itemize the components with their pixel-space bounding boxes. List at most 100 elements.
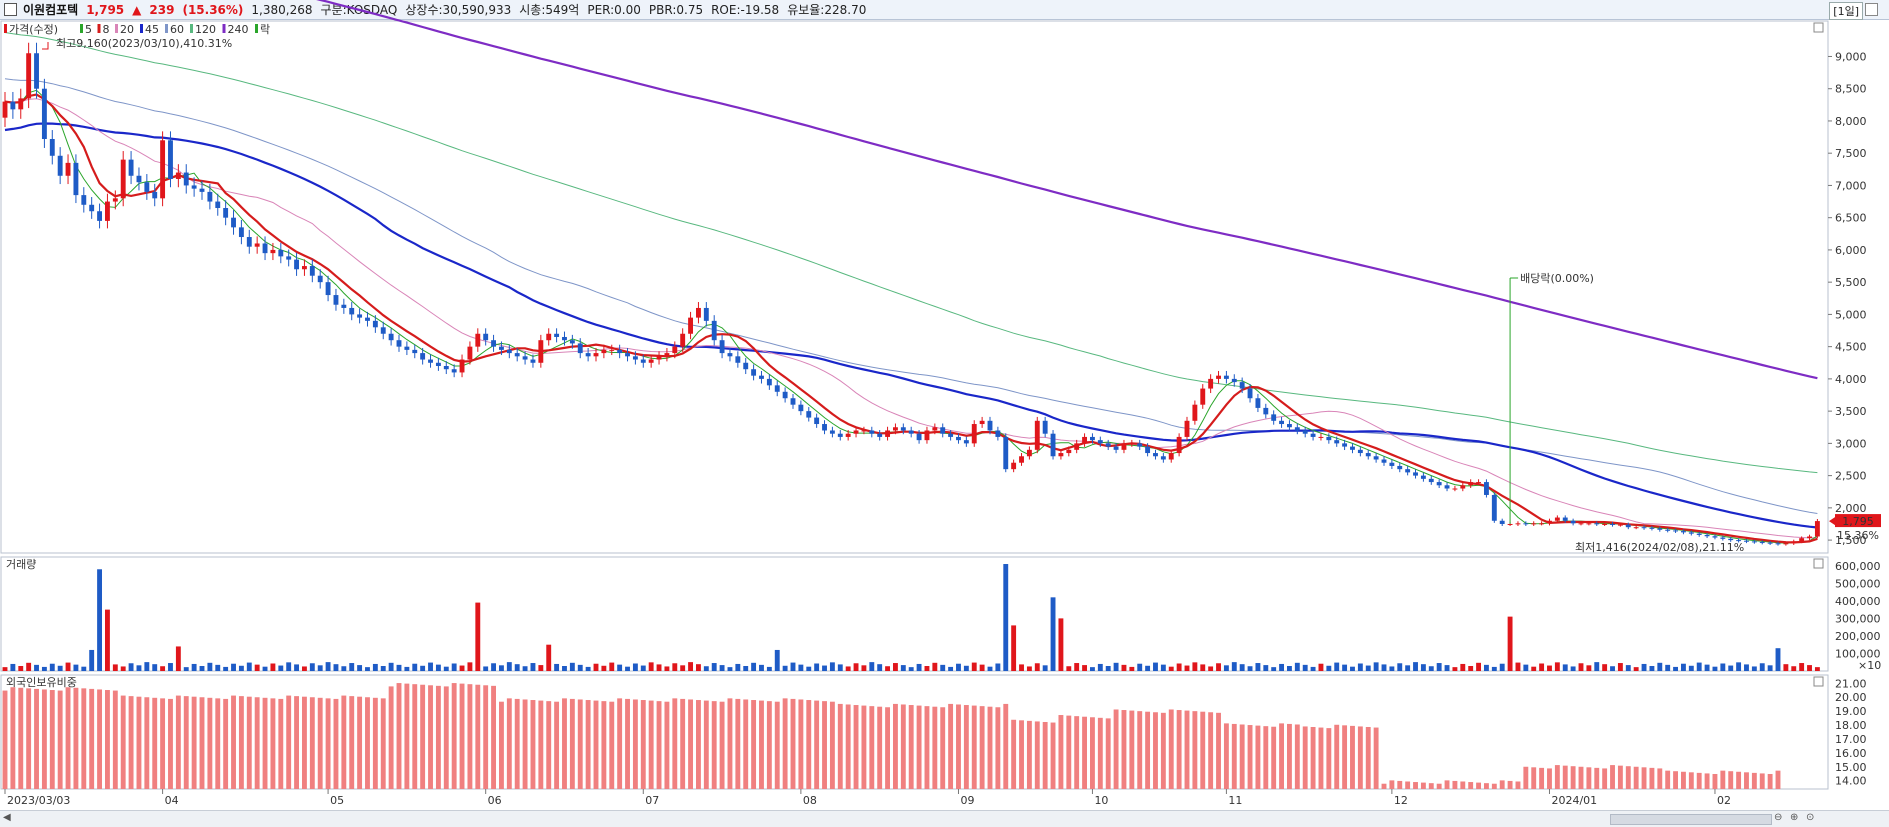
foreign-bar: [199, 697, 205, 789]
candle-body: [388, 333, 394, 341]
foreign-bar: [892, 703, 898, 789]
period-button[interactable]: [1일]: [1829, 2, 1863, 20]
volume-bar: [1460, 663, 1466, 671]
foreign-bar: [1326, 728, 1332, 789]
volume-bar: [1105, 666, 1111, 671]
foreign-bar: [435, 685, 441, 789]
xtick-label: 10: [1094, 794, 1108, 807]
candle-body: [1578, 523, 1584, 525]
volume-bar: [357, 665, 363, 671]
foreign-bar: [1208, 712, 1214, 789]
volume-bar: [916, 663, 922, 671]
zoom-reset-icon[interactable]: ⊙: [1806, 812, 1815, 823]
volume-bar: [49, 663, 55, 671]
ex-dividend-annotation: 배당락(0.00%): [1520, 272, 1594, 285]
volume-bar: [1357, 663, 1363, 671]
foreign-bar: [254, 697, 260, 789]
foreign-bar: [1428, 783, 1434, 789]
candle-body: [2, 101, 8, 118]
volume-ytick-label: 200,000: [1835, 630, 1881, 643]
candle-body: [1271, 414, 1277, 421]
volume-bar: [1058, 618, 1064, 671]
candle-body: [1239, 382, 1245, 389]
select-checkbox[interactable]: [4, 3, 17, 16]
volume-bar: [829, 662, 835, 671]
volume-bar: [640, 665, 646, 671]
price-change-pct: (15.36%): [182, 2, 244, 17]
candle-body: [412, 349, 418, 354]
foreign-bar: [672, 698, 678, 789]
foreign-bar: [1728, 771, 1734, 789]
volume-bar: [703, 666, 709, 671]
foreign-bar: [837, 703, 843, 789]
candle-body: [1176, 436, 1182, 454]
foreign-bar: [475, 684, 481, 789]
foreign-bar: [223, 698, 229, 789]
volume-bar: [1042, 665, 1048, 671]
maximize-icon[interactable]: [1865, 3, 1878, 16]
zoom-in-icon[interactable]: ⊕: [1790, 812, 1799, 823]
candle-body: [1050, 433, 1056, 457]
volume-bar: [1610, 666, 1615, 671]
foreign-bar: [1334, 724, 1340, 789]
foreign-bar: [743, 699, 749, 789]
horizontal-scrollbar[interactable]: ◀ ⊖ ⊕ ⊙: [0, 810, 1889, 827]
volume-bar: [404, 666, 410, 671]
candle-body: [1570, 520, 1576, 524]
candle-body: [1129, 443, 1135, 445]
legend-swatch: [97, 24, 101, 33]
trade-volume: 1,380,268: [251, 2, 313, 17]
foreign-title: 외국인보유비중: [6, 676, 77, 689]
price-panel-close-icon: [1813, 22, 1824, 33]
foreign-bar: [1223, 723, 1229, 789]
candle-body: [759, 375, 764, 379]
volume-bar: [1452, 667, 1458, 671]
foreign-bar: [759, 700, 764, 789]
candle-body: [246, 237, 252, 247]
volume-bar: [18, 666, 24, 671]
volume-bar: [680, 665, 686, 671]
volume-bar: [1365, 665, 1371, 671]
volume-ytick-label: 500,000: [1835, 577, 1881, 590]
candle-body: [1097, 440, 1103, 444]
volume-bar: [191, 663, 197, 671]
volume-bar: [822, 665, 827, 671]
foreign-bar: [1539, 767, 1545, 789]
per-value: PER:0.00: [587, 2, 641, 17]
zoom-out-icon[interactable]: ⊖: [1774, 812, 1783, 823]
foreign-bar: [1657, 768, 1663, 789]
volume-bar: [294, 664, 300, 671]
candle-body: [711, 320, 717, 341]
foreign-bar: [1499, 780, 1505, 789]
candle-body: [73, 162, 79, 196]
foreign-bar: [1294, 724, 1300, 789]
scroll-thumb[interactable]: [1610, 814, 1772, 825]
volume-bar: [885, 666, 891, 671]
foreign-bar: [372, 697, 378, 789]
candle-body: [1649, 527, 1655, 529]
volume-bar: [1239, 664, 1245, 671]
foreign-bar: [1515, 781, 1521, 789]
volume-bar: [1696, 662, 1702, 671]
candle-body: [688, 317, 694, 334]
foreign-bar: [1570, 766, 1576, 789]
volume-bar: [112, 664, 118, 671]
scroll-left-icon[interactable]: ◀: [3, 812, 11, 823]
foreign-bar: [932, 706, 938, 789]
foreign-bar: [1704, 773, 1710, 789]
foreign-bar: [1310, 726, 1316, 789]
volume-bar: [341, 666, 347, 671]
candle-body: [294, 259, 300, 270]
volume-bar: [1026, 666, 1032, 671]
foreign-bar: [790, 698, 796, 789]
foreign-bar: [175, 695, 181, 789]
candle-body: [459, 359, 465, 373]
volume-bar: [806, 666, 812, 671]
candle-body: [1334, 440, 1340, 444]
foreign-bar: [1350, 725, 1355, 789]
candle-body: [483, 333, 489, 341]
legend-swatch: [190, 24, 193, 33]
foreign-bar: [1594, 767, 1600, 789]
volume-bar: [1255, 663, 1261, 671]
listed-shares: 상장수:30,590,933: [405, 3, 512, 17]
